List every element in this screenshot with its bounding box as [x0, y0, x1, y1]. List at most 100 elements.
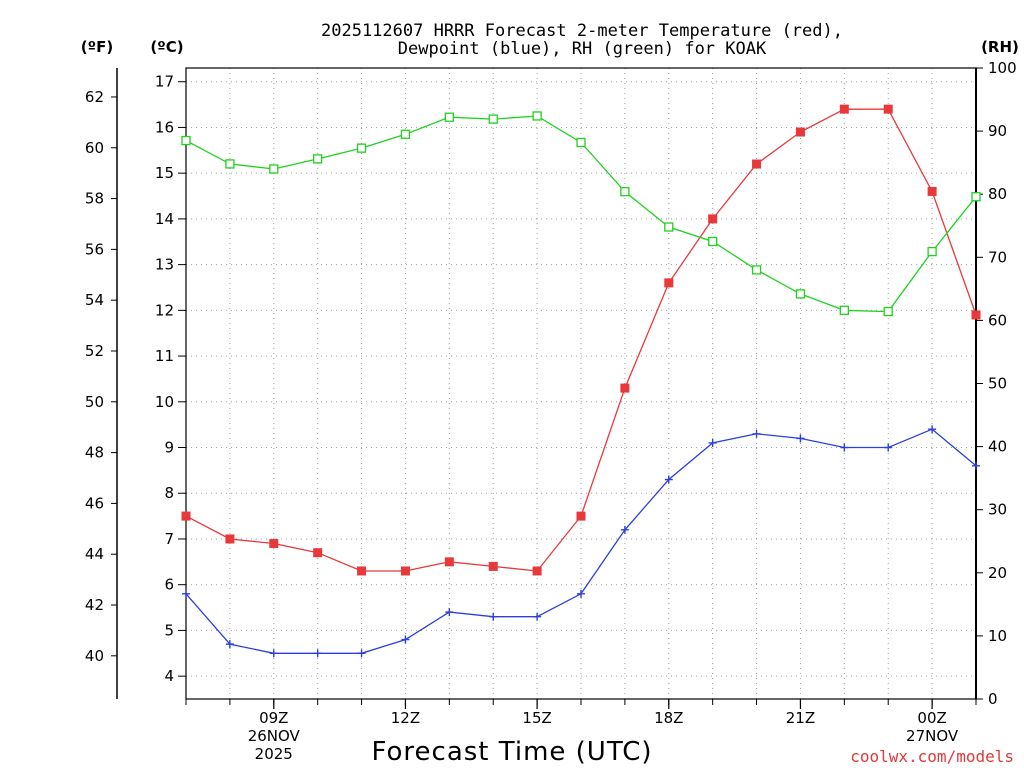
time-tick-year: 2025 — [255, 745, 293, 763]
rh-point — [795, 289, 806, 299]
fahrenheit-unit-label: (ºF) — [81, 38, 113, 56]
rh-tick-label: 70 — [988, 248, 1007, 266]
rh-point — [883, 306, 893, 317]
rh-point — [576, 137, 586, 148]
series — [181, 104, 981, 658]
rh-point — [839, 305, 849, 315]
time-tick-label: 18Z — [654, 709, 683, 727]
celsius-tick-label: 5 — [164, 621, 174, 639]
grid — [186, 68, 976, 699]
temperature-point — [971, 310, 981, 320]
rh-tick-label: 50 — [988, 375, 1007, 393]
celsius-tick-label: 16 — [155, 118, 174, 136]
fahrenheit-tick-label: 60 — [85, 139, 104, 157]
celsius-tick-label: 10 — [155, 393, 174, 411]
celsius-tick-label: 9 — [164, 439, 174, 457]
fahrenheit-tick-label: 62 — [85, 88, 104, 106]
dewpoint-point — [313, 649, 322, 658]
credit-link[interactable]: coolwx.com/models — [850, 747, 1014, 766]
rh-point — [620, 187, 630, 197]
celsius-tick-label: 7 — [164, 530, 174, 548]
rh-point — [971, 192, 981, 202]
fahrenheit-tick-label: 54 — [85, 291, 104, 309]
temperature-point — [181, 511, 191, 521]
x-axis-title: Forecast Time (UTC) — [371, 737, 652, 767]
rh-point — [269, 164, 279, 174]
fahrenheit-tick-label: 56 — [85, 240, 104, 258]
celsius-tick-label: 4 — [164, 667, 174, 685]
rh-tick-label: 30 — [988, 501, 1007, 519]
fahrenheit-tick-label: 50 — [85, 393, 104, 411]
dewpoint-point — [225, 640, 234, 649]
temperature-point — [357, 566, 367, 576]
celsius-tick-label: 17 — [155, 73, 174, 91]
rh-tick-label: 80 — [988, 185, 1007, 203]
dewpoint-point — [884, 443, 893, 452]
rh-point — [400, 129, 411, 139]
temperature-point — [444, 557, 454, 567]
time-tick-date: 27NOV — [906, 727, 959, 745]
temperature-point — [752, 159, 762, 169]
rh-point — [532, 111, 542, 121]
rh-point — [664, 222, 674, 232]
time-tick-label: 00Z — [917, 709, 946, 727]
rh-point — [751, 265, 762, 275]
celsius-tick-label: 14 — [155, 210, 174, 228]
celsius-tick-label: 13 — [155, 256, 174, 274]
temperature-point — [532, 566, 542, 576]
dewpoint-point — [489, 612, 498, 621]
temperature-point — [927, 186, 937, 196]
fahrenheit-tick-label: 48 — [85, 444, 104, 462]
dewpoint-point — [401, 635, 410, 644]
dewpoint-point — [928, 425, 937, 434]
rh-point — [225, 159, 235, 169]
dewpoint-point — [972, 461, 980, 470]
chart-title-line2: Dewpoint (blue), RH (green) for KOAK — [398, 39, 767, 59]
rh-point — [181, 135, 191, 146]
fahrenheit-tick-label: 40 — [85, 647, 104, 665]
fahrenheit-tick-label: 42 — [85, 596, 104, 614]
temperature-point — [883, 104, 893, 114]
celsius-tick-label: 15 — [155, 164, 174, 182]
dewpoint-point — [620, 525, 629, 534]
rh-point — [313, 154, 323, 164]
time-tick-label: 21Z — [786, 709, 815, 727]
temperature-point — [488, 561, 498, 571]
rh-point — [927, 246, 937, 257]
rh-tick-label: 60 — [988, 311, 1007, 329]
celsius-tick-label: 11 — [155, 347, 174, 365]
temperature-point — [839, 104, 849, 114]
temperature-point — [225, 534, 235, 544]
dewpoint-point — [445, 608, 454, 617]
dewpoint-point — [577, 589, 585, 598]
rh-tick-label: 20 — [988, 564, 1007, 582]
time-tick-date: 26NOV — [248, 727, 301, 745]
time-tick-label: 15Z — [522, 709, 551, 727]
celsius-tick-label: 6 — [164, 576, 174, 594]
fahrenheit-tick-label: 52 — [85, 342, 104, 360]
celsius-tick-label: 12 — [155, 301, 174, 319]
rh-point — [488, 114, 498, 124]
dewpoint-point — [752, 429, 761, 438]
dewpoint-point — [796, 434, 805, 443]
chart-title-line1: 2025112607 HRRR Forecast 2-meter Tempera… — [321, 21, 843, 41]
celsius-unit-label: (ºC) — [150, 38, 183, 56]
rh-tick-label: 100 — [988, 59, 1017, 77]
rh-axis: 0 10 20 30 40 50 60 70 80 90 100 — [976, 59, 1017, 708]
fahrenheit-axis: 40 42 44 46 48 50 52 54 56 58 60 62 — [85, 88, 117, 665]
dewpoint-line — [185, 428, 977, 654]
temperature-point — [620, 383, 630, 393]
time-tick-label: 09Z — [259, 709, 288, 727]
rh-point — [444, 112, 454, 122]
temperature-point — [400, 566, 410, 576]
fahrenheit-tick-label: 46 — [85, 494, 104, 512]
fahrenheit-tick-label: 44 — [85, 545, 104, 563]
dewpoint-point — [357, 649, 366, 658]
temperature-point — [708, 214, 718, 224]
rh-point — [356, 143, 367, 153]
dewpoint-point — [664, 475, 673, 484]
dewpoint-point — [708, 438, 717, 447]
dewpoint-point — [269, 649, 278, 658]
